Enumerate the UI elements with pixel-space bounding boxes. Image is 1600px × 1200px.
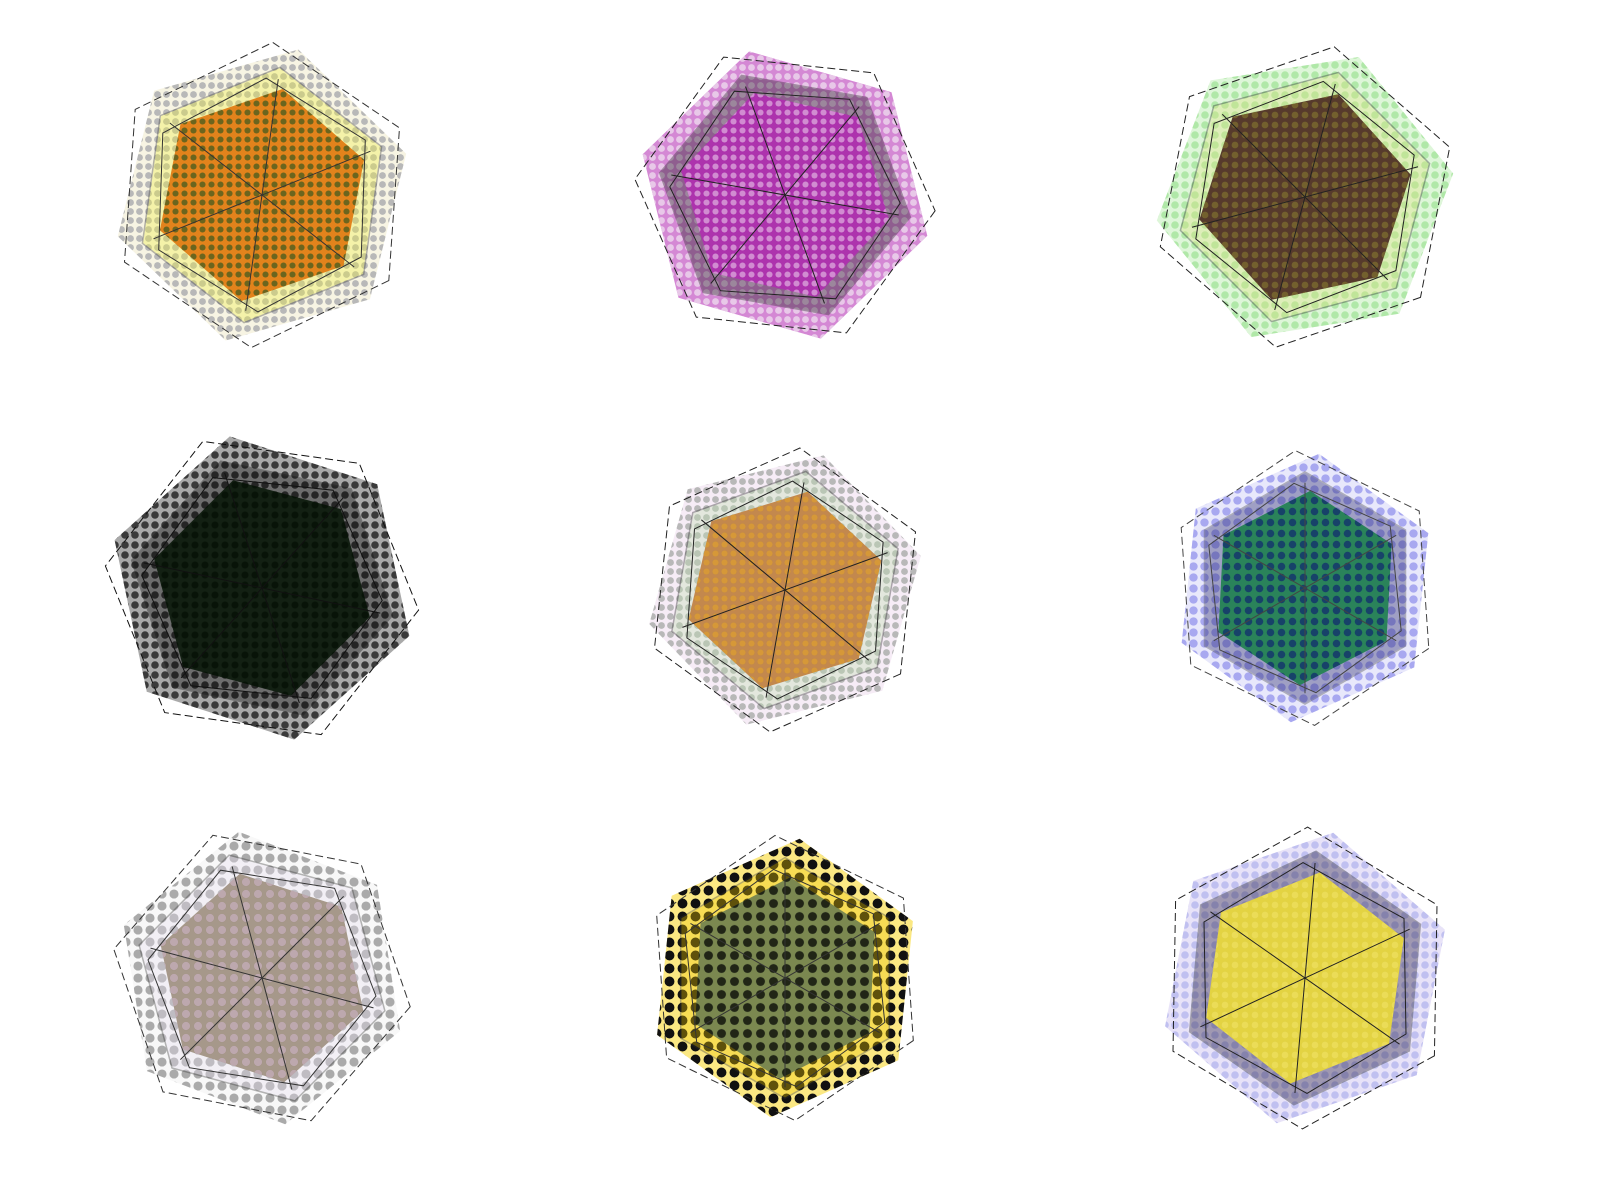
hexagon-black (104, 436, 420, 740)
dashed-outline (656, 834, 914, 1122)
hexagon-brown (1156, 46, 1454, 348)
thin-outline (686, 480, 884, 700)
hexagon-orange (117, 41, 407, 349)
hexagon-yellow (656, 834, 914, 1122)
spoke-line (1200, 928, 1410, 1028)
thin-outline (684, 868, 886, 1088)
hexagon-lavender (1165, 826, 1445, 1130)
thin-outline (147, 869, 377, 1087)
dashed-outline (123, 41, 401, 349)
hexagon-ochre (649, 447, 921, 733)
dashed-outline (1172, 826, 1438, 1130)
dashed-outline (113, 834, 411, 1122)
hexagon-green (1180, 450, 1430, 726)
spoke-line (710, 106, 860, 284)
dashed-outline (1180, 450, 1430, 726)
dashed-outline (634, 56, 936, 334)
thin-outline (1208, 482, 1402, 694)
hexagon-taupe (113, 831, 411, 1125)
spoke-line (1191, 166, 1419, 228)
thin-outline (158, 77, 366, 313)
dashed-outline (1159, 46, 1451, 348)
spoke-line (690, 922, 880, 1034)
spoke-line (153, 150, 371, 240)
thin-outline (1203, 862, 1407, 1094)
spoke-line (682, 552, 888, 628)
thin-outline (1195, 80, 1415, 314)
dashed-outline (653, 447, 917, 733)
thin-outline (141, 477, 383, 699)
dashed-outline (104, 440, 420, 736)
spoke-line (180, 497, 344, 679)
spoke-line (180, 896, 344, 1060)
spoke-line (1213, 534, 1397, 642)
thin-outline (669, 90, 901, 300)
hexagon-magenta (634, 51, 936, 339)
